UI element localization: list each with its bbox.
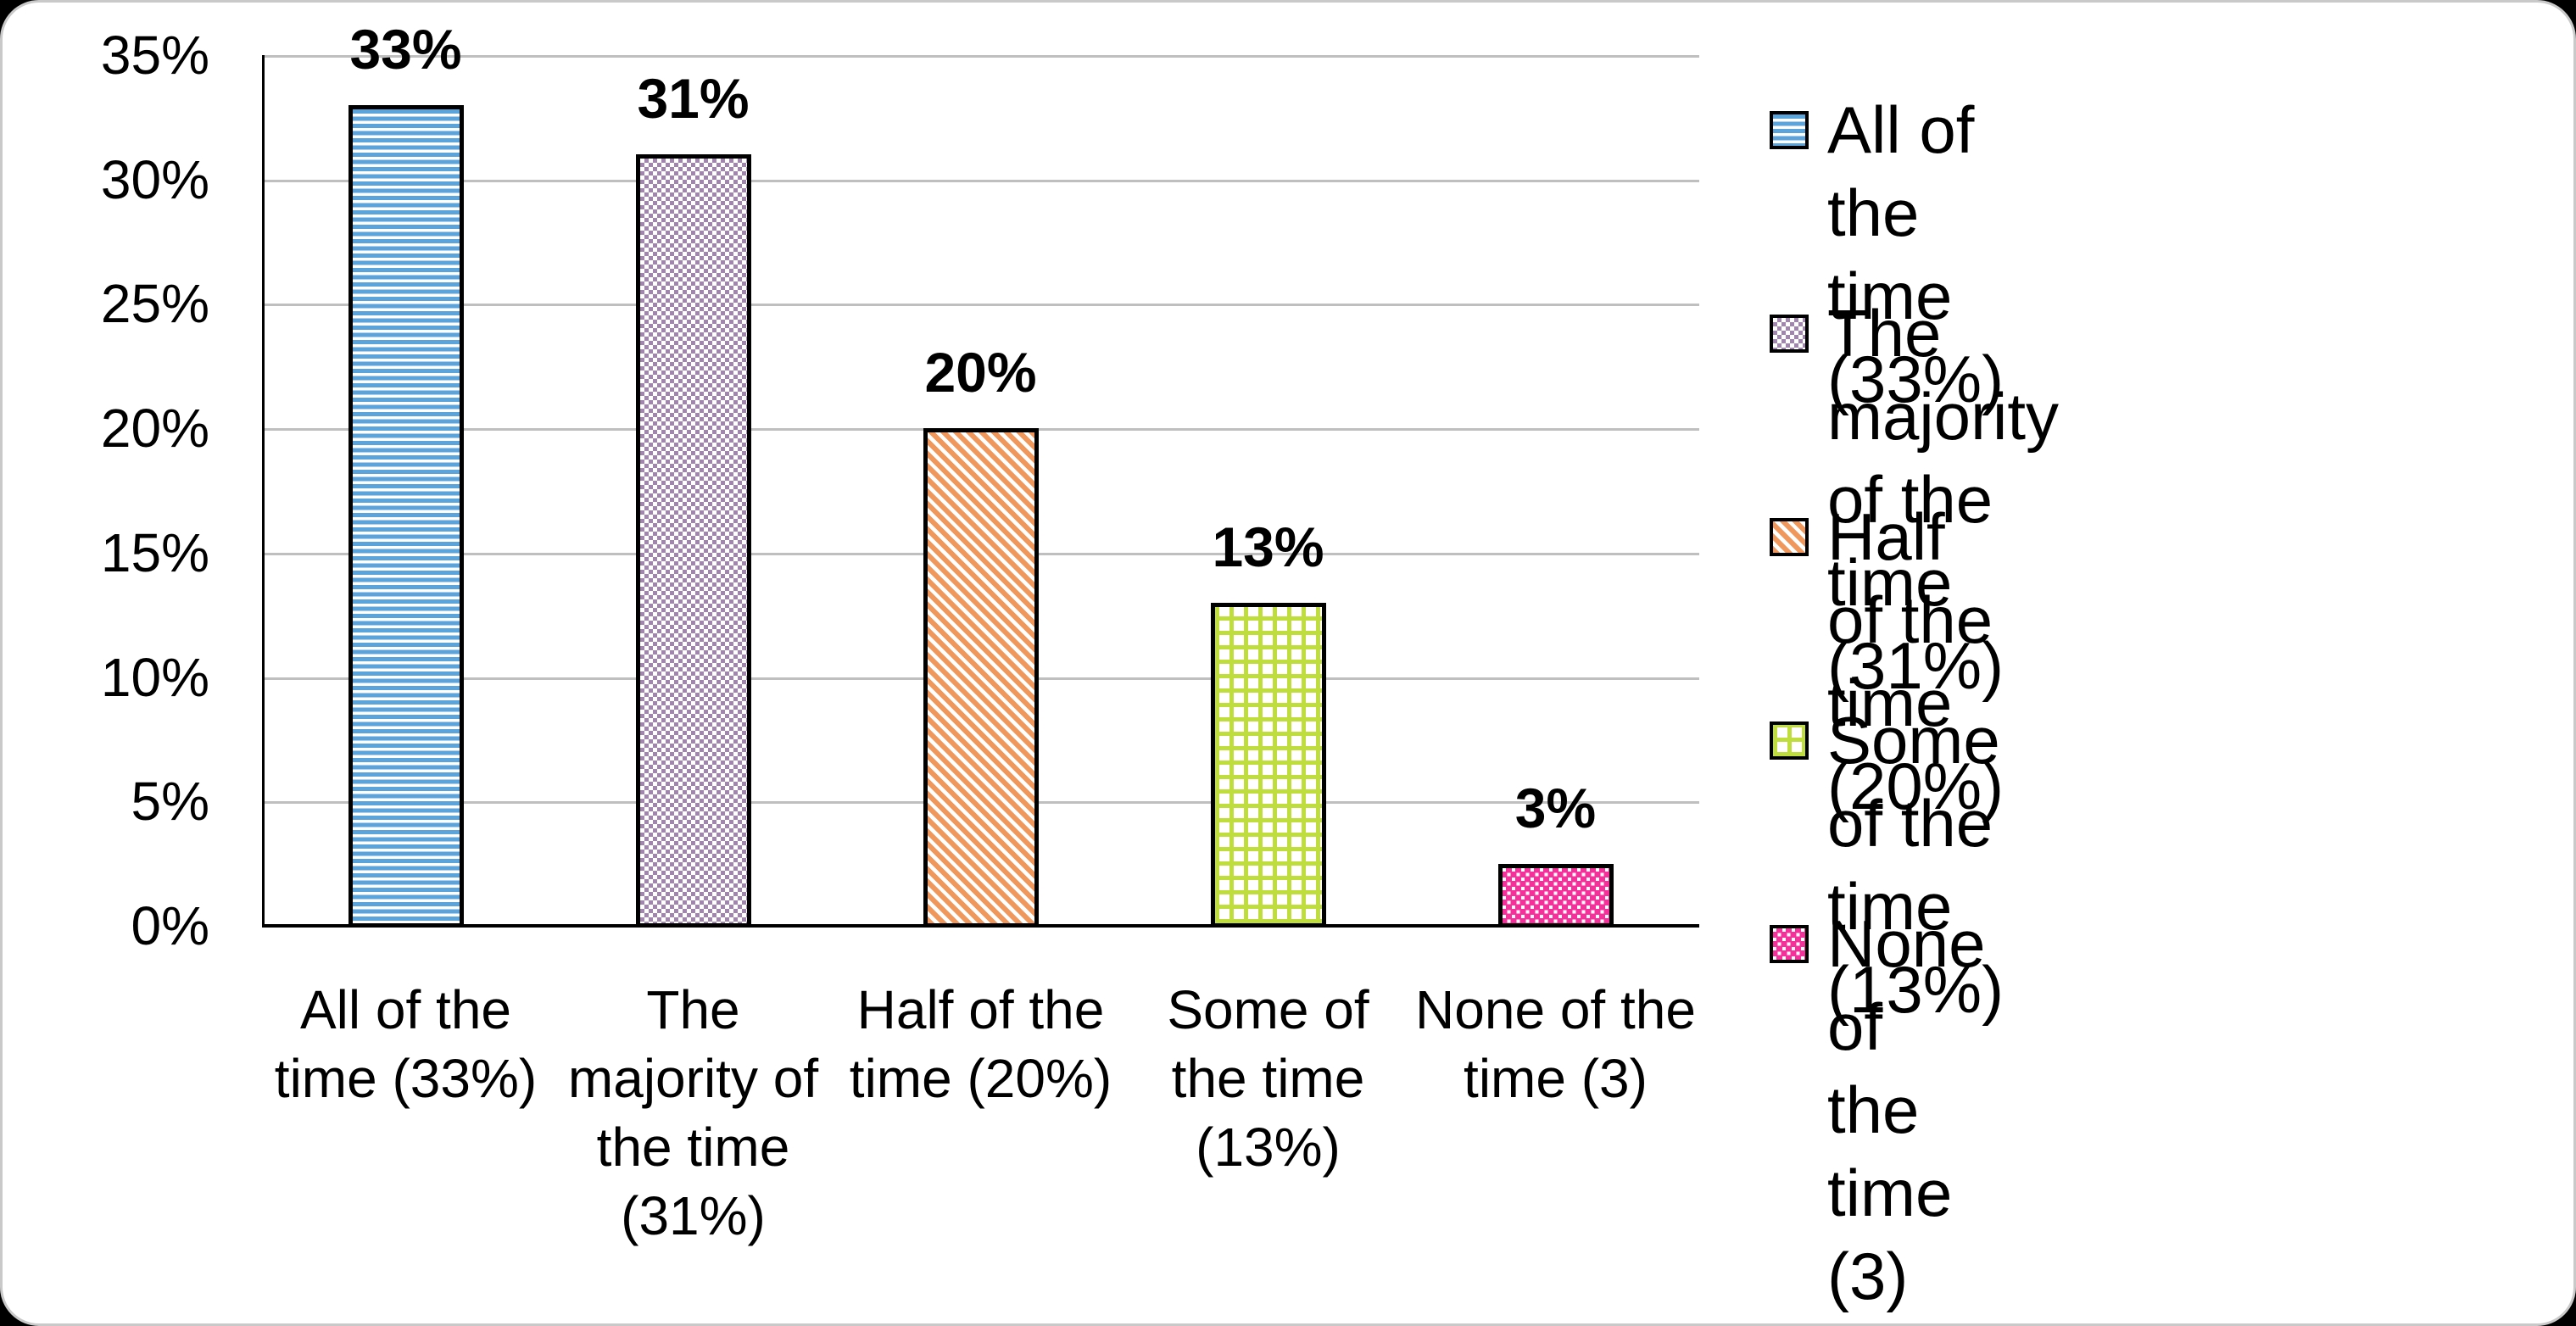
x-tick-label-line: time (3) — [1464, 1048, 1648, 1109]
bar-1-horizontal-stripes — [348, 104, 464, 928]
legend-swatch-diagonal-stripes — [1770, 518, 1809, 556]
legend-entry-1: All of the time (33%) — [1770, 88, 2004, 421]
legend-label-line: (13%) — [1827, 952, 2004, 1027]
y-tick-label-35%: 35% — [100, 25, 209, 86]
legend-swatch-horizontal-stripes — [1770, 111, 1809, 149]
legend-label-5: None of the time (3) — [1827, 902, 1985, 1318]
y-axis-line — [262, 55, 265, 926]
gridline-30% — [262, 179, 1699, 182]
x-tick-label-line: time (20%) — [849, 1048, 1112, 1109]
x-tick-label-line: Some of — [1167, 979, 1369, 1040]
bar-value-label-4: 13% — [1212, 515, 1324, 578]
x-tick-label-line: Half of the — [856, 979, 1105, 1040]
legend-label-line: The majority of the — [1827, 296, 2060, 537]
bar-value-label-3: 20% — [924, 341, 1037, 404]
legend-label-line: All of the time (33%) — [1827, 92, 2004, 416]
x-tick-label-line: All of the — [299, 979, 512, 1040]
x-tick-label-line: the time — [596, 1117, 790, 1178]
bar-4-grid — [1210, 602, 1326, 928]
legend-label-line: None of the time (3) — [1827, 906, 1986, 1313]
x-tick-label-line: the time — [1171, 1048, 1365, 1109]
y-tick-label-10%: 10% — [100, 646, 209, 708]
bar-5-dots — [1497, 863, 1614, 928]
bar-3-diagonal-stripes — [923, 428, 1039, 928]
x-tick-label-line: (13%) — [1196, 1117, 1341, 1178]
bar-2-dotted-squares — [635, 154, 751, 928]
legend-swatch-dotted-squares — [1770, 315, 1809, 353]
x-tick-label-1: All of the time (33%) — [241, 976, 572, 1113]
gridline-35% — [262, 55, 1699, 58]
bar-value-label-1: 33% — [349, 17, 462, 81]
legend-swatch-dots — [1770, 925, 1809, 963]
y-tick-label-30%: 30% — [100, 148, 209, 210]
x-tick-label-5: None of the time (3) — [1391, 976, 1721, 1113]
legend-label-2: The majority of the time (31%) — [1827, 292, 2059, 707]
legend-label-line: Some of the time — [1827, 703, 2000, 944]
legend-swatch-grid — [1770, 722, 1809, 760]
y-tick-label-5%: 5% — [131, 771, 210, 833]
legend-label-4: Some of the time (13%) — [1827, 699, 2004, 1031]
bar-value-label-5: 3% — [1514, 776, 1597, 839]
legend-entry-3: Half of the time (20%) — [1770, 495, 2004, 827]
legend-label-3: Half of the time (20%) — [1827, 495, 2004, 827]
x-tick-label-line: (31%) — [621, 1185, 766, 1246]
x-tick-label-4: Some of the time (13%) — [1103, 976, 1434, 1182]
legend-entry-4: Some of the time (13%) — [1770, 699, 2004, 1031]
y-tick-label-25%: 25% — [100, 273, 209, 335]
legend-label-line: Half of the time (20%) — [1827, 499, 2004, 823]
x-tick-label-3: Half of the time (20%) — [816, 976, 1146, 1113]
y-tick-label-20%: 20% — [100, 398, 209, 460]
x-tick-label-line: The — [646, 979, 740, 1040]
bar-value-label-2: 31% — [637, 67, 750, 131]
x-tick-label-line: time (33%) — [274, 1048, 538, 1109]
legend-label-1: All of the time (33%) — [1827, 88, 2004, 421]
y-tick-label-0%: 0% — [131, 895, 210, 956]
gridline-25% — [262, 304, 1699, 307]
legend-label-line: time (31%) — [1827, 545, 2004, 703]
legend-entry-2: The majority of the time (31%) — [1770, 292, 2059, 707]
x-tick-label-line: majority of — [567, 1048, 819, 1109]
y-tick-label-15%: 15% — [100, 521, 209, 583]
x-tick-label-2: The majority of the time (31%) — [528, 976, 859, 1251]
x-tick-label-line: None of the — [1415, 979, 1696, 1040]
legend-entry-5: None of the time (3) — [1770, 902, 1985, 1318]
